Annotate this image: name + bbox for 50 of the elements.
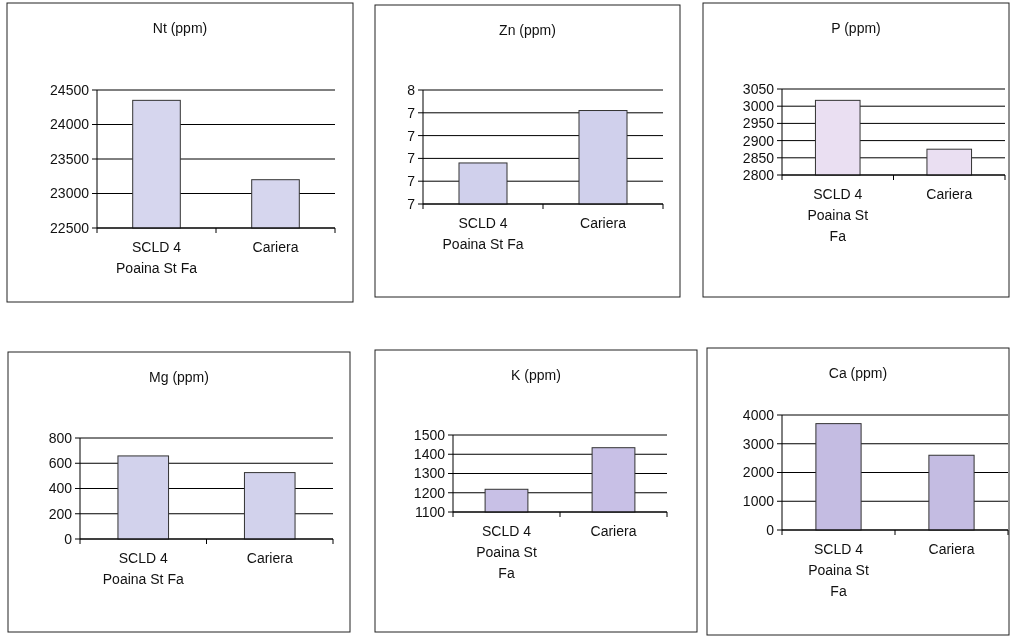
chart-title: Mg (ppm) — [149, 369, 209, 385]
y-tick-label: 7 — [407, 127, 416, 144]
x-tick-label: Cariera — [926, 186, 973, 202]
y-tick-label: 24000 — [50, 116, 90, 133]
y-tick-label: 1300 — [413, 465, 446, 482]
y-tick-label: 3000 — [742, 435, 775, 452]
y-tick-label: 1200 — [413, 484, 446, 501]
y-tick-label: 7 — [407, 173, 416, 190]
x-tick-label: SCLD 4 Poaina St Fa — [807, 186, 869, 244]
y-tick-label: 2000 — [742, 464, 775, 481]
y-tick-label: 3050 — [742, 80, 775, 97]
x-tick-label: SCLD 4 Poaina St Fa — [808, 541, 869, 599]
y-tick-label: 1100 — [414, 503, 446, 520]
x-tick-label: SCLD 4 Poaina St Fa — [476, 523, 537, 581]
y-tick-label: 400 — [48, 480, 73, 497]
y-tick-label: 23000 — [50, 185, 90, 202]
y-tick-label: 0 — [766, 521, 775, 538]
y-tick-label: 200 — [48, 505, 73, 522]
chart-title: K (ppm) — [511, 367, 561, 383]
y-tick-label: 3000 — [742, 98, 775, 115]
y-tick-label: 2800 — [742, 166, 775, 183]
y-tick-label: 800 — [48, 429, 73, 446]
y-tick-label: 22500 — [50, 219, 90, 236]
y-tick-label: 23500 — [50, 150, 90, 167]
y-tick-label: 1000 — [742, 493, 775, 510]
y-tick-label: 1500 — [413, 426, 446, 443]
chart-title: P (ppm) — [831, 20, 881, 36]
x-tick-label: Cariera — [252, 239, 299, 255]
y-tick-label: 2900 — [742, 132, 775, 149]
x-tick-label: SCLD 4 Poaina St Fa — [102, 550, 184, 587]
y-tick-label: 600 — [48, 455, 73, 472]
x-tick-label: Cariera — [246, 550, 293, 566]
y-tick-label: 24500 — [50, 81, 90, 98]
x-tick-label: Cariera — [928, 541, 975, 557]
chart-title: Nt (ppm) — [152, 20, 208, 36]
y-tick-label: 0 — [64, 530, 73, 547]
y-tick-label: 7 — [407, 104, 416, 121]
y-tick-label: 2850 — [742, 149, 775, 166]
chart-title: Ca (ppm) — [828, 365, 888, 381]
chart-title: Zn (ppm) — [499, 22, 556, 38]
x-tick-label: SCLD 4 Poaina St Fa — [116, 239, 198, 276]
x-tick-label: Cariera — [580, 215, 627, 231]
x-tick-label: SCLD 4 Poaina St Fa — [442, 215, 524, 252]
y-tick-label: 7 — [407, 150, 416, 167]
x-tick-label: Cariera — [590, 523, 637, 539]
y-tick-label: 1400 — [413, 446, 446, 463]
y-tick-label: 2950 — [742, 115, 775, 132]
y-tick-label: 8 — [407, 81, 416, 98]
y-tick-label: 7 — [407, 195, 416, 212]
y-tick-label: 4000 — [742, 406, 775, 423]
